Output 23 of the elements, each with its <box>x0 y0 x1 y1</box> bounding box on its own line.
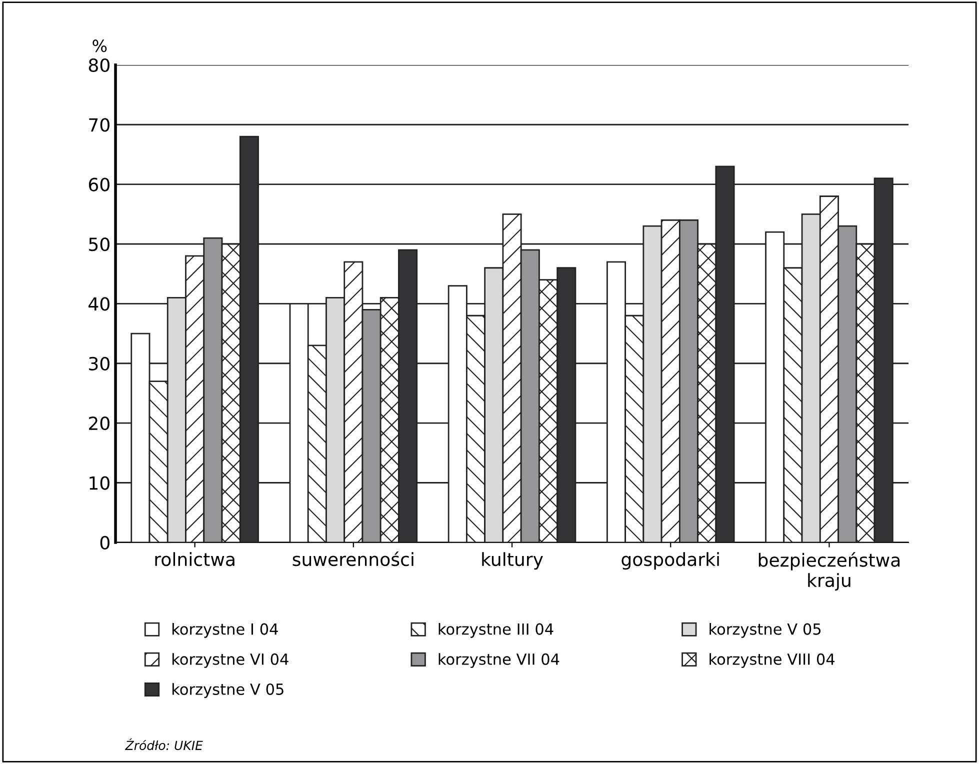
legend-label: korzystne VII 04 <box>438 653 560 668</box>
y-tick-label: 0 <box>100 536 110 550</box>
y-tick-label: 70 <box>89 118 110 132</box>
legend-label: korzystne V 05 <box>172 683 284 698</box>
y-axis-title: % <box>92 40 107 52</box>
y-tick-label: 50 <box>89 237 110 252</box>
y-tick-label: 60 <box>88 178 110 192</box>
y-tick-label: 40 <box>88 297 110 311</box>
legend-label: korzystne VI 04 <box>172 653 288 668</box>
x-tick-label: bezpieczeństwa kraju <box>758 552 900 591</box>
y-tick-label: 20 <box>89 416 110 430</box>
x-tick-label: rolnictwa <box>155 552 234 566</box>
x-tick-label: suwerenności <box>292 551 414 566</box>
legend-label: korzystne III 04 <box>438 623 554 638</box>
y-tick-label: 30 <box>89 356 110 370</box>
legend-label: korzystne I 04 <box>172 623 278 638</box>
y-tick-label: 10 <box>90 476 110 490</box>
text: Źródło: UKIE <box>125 738 203 750</box>
y-tick-label: 80 <box>88 58 110 72</box>
legend-label: korzystne V 05 <box>710 623 821 638</box>
x-tick-label: gospodarki <box>622 552 719 570</box>
x-tick-label: kultury <box>482 552 543 570</box>
legend-label: korzystne VIII 04 <box>710 653 835 668</box>
